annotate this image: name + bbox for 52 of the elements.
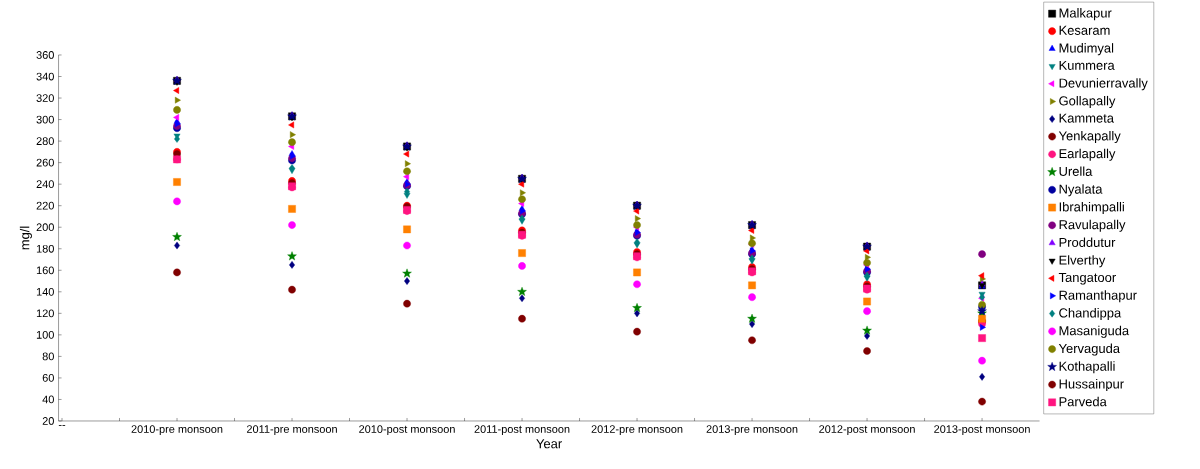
x-tick-label: 2010-pre monsoon xyxy=(131,425,223,436)
legend-label: Chandippa xyxy=(1059,307,1122,321)
legend-label: Earlapally xyxy=(1059,148,1116,161)
legend-label: Ravulapally xyxy=(1059,219,1126,232)
legend-label: Kummera xyxy=(1059,60,1115,70)
legend-label: Yenkapally xyxy=(1058,130,1121,144)
legend-label: Tangatoor xyxy=(1058,272,1116,285)
y-tick-label: 180 xyxy=(36,244,54,253)
legend-label: Kammeta xyxy=(1059,113,1114,123)
x-tick-label: 2012-pre monsoon xyxy=(591,425,683,436)
y-tick-label: 20 xyxy=(42,417,54,425)
legend-label: Masaniguda xyxy=(1059,325,1130,338)
x-tick-label: 2013-pre monsoon xyxy=(706,425,798,436)
y-tick-label: 220 xyxy=(36,201,54,210)
y-tick-label: 140 xyxy=(36,287,54,296)
x-tick-label: 2010-post monsoon xyxy=(359,425,455,436)
y-tick-label: 80 xyxy=(42,352,54,361)
x-tick-label: 2011-pre monsoon xyxy=(246,425,337,436)
y-tick-label: 300 xyxy=(36,115,54,124)
legend-label: Kesaram xyxy=(1059,25,1110,35)
y-tick-label: 40 xyxy=(42,395,54,404)
x-axis-title: Year xyxy=(536,439,562,449)
legend-label: Ibrahimpalli xyxy=(1059,201,1124,215)
x-tick-label: -- xyxy=(58,425,66,427)
legend-label: Devunierravally xyxy=(1059,78,1148,91)
y-tick-label: 260 xyxy=(36,158,54,167)
x-tick-label: 2012-post monsoon xyxy=(819,425,915,436)
y-tick-label: 340 xyxy=(36,72,54,81)
y-tick-label: 280 xyxy=(36,137,54,145)
legend-label: Yervaguda xyxy=(1058,343,1121,356)
y-tick-label: 100 xyxy=(36,331,54,339)
legend-label: Hussainpur xyxy=(1059,379,1124,392)
y-tick-label: 360 xyxy=(36,51,54,59)
legend-label: Kothapalli xyxy=(1059,361,1115,374)
y-tick-label: 240 xyxy=(36,180,54,189)
legend-label: Nyalata xyxy=(1059,184,1103,197)
y-tick-label: 320 xyxy=(36,94,54,102)
y-tick-label: 60 xyxy=(42,374,54,382)
legend-label: Proddutur xyxy=(1059,237,1116,247)
legend-label: Parveda xyxy=(1059,396,1107,407)
x-tick-label: 2011-post monsoon xyxy=(474,425,570,436)
legend-label: Malkapur xyxy=(1059,8,1112,21)
y-tick-label: 160 xyxy=(36,266,54,275)
legend-label: Ramanthapur xyxy=(1059,290,1137,303)
legend-label: Mudimyal xyxy=(1059,43,1114,56)
legend-label: Gollapally xyxy=(1059,95,1116,108)
y-axis-title: mg/l xyxy=(19,226,32,250)
legend-label: Urella xyxy=(1059,166,1093,176)
x-tick-label: 2013-post monsoon xyxy=(934,425,1030,436)
y-tick-label: 200 xyxy=(36,223,54,232)
y-tick-label: 120 xyxy=(36,309,54,318)
legend-label: Elverthy xyxy=(1059,255,1106,268)
